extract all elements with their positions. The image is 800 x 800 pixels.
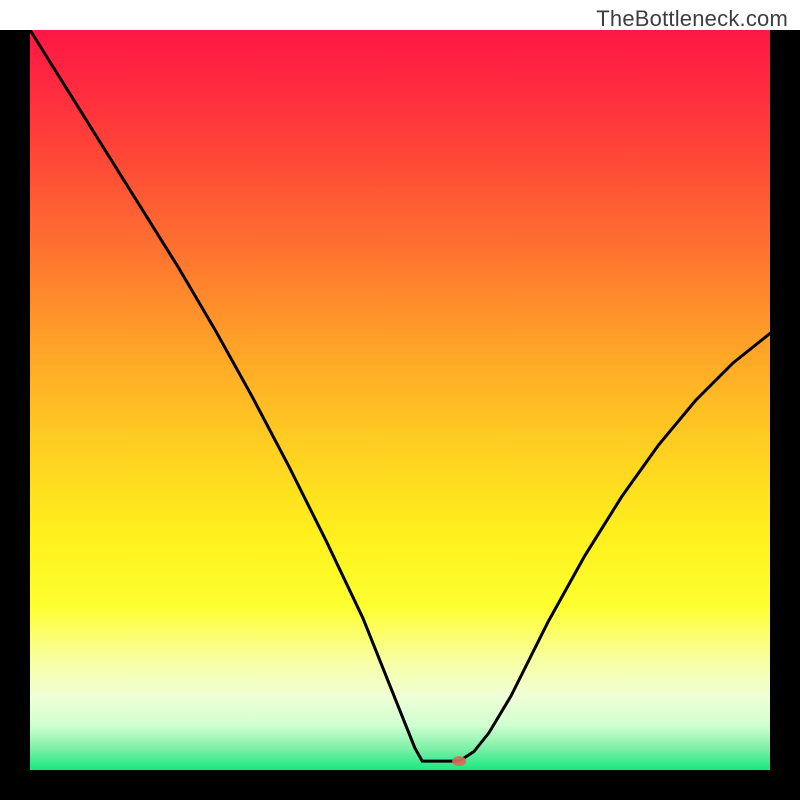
bottleneck-chart: [0, 30, 800, 800]
optimal-point-marker: [452, 756, 466, 766]
chart-svg: [0, 30, 800, 800]
chart-plot-bg: [30, 30, 770, 770]
watermark-text: TheBottleneck.com: [596, 6, 788, 32]
